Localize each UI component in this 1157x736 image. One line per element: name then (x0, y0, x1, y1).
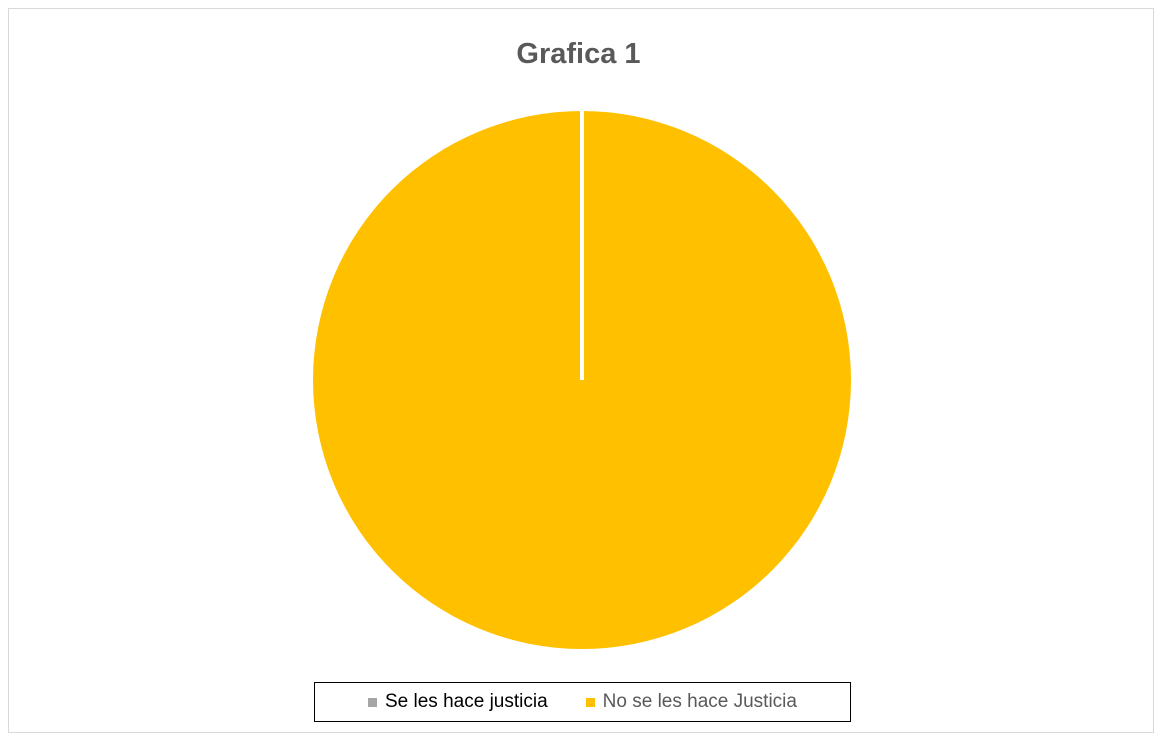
legend-item-se-les-hace-justicia: Se les hace justicia (368, 691, 548, 713)
legend-label: No se les hace Justicia (602, 691, 797, 712)
legend-swatch (368, 697, 377, 707)
chart-legend: Se les hace justicia No se les hace Just… (314, 682, 851, 722)
legend-item-no-se-les-hace-justicia: No se les hace Justicia (585, 691, 797, 713)
chart-title: Grafica 1 (516, 38, 641, 70)
pie-slices (313, 111, 851, 649)
legend-swatch (585, 697, 595, 707)
legend-label: Se les hace justicia (385, 691, 548, 712)
